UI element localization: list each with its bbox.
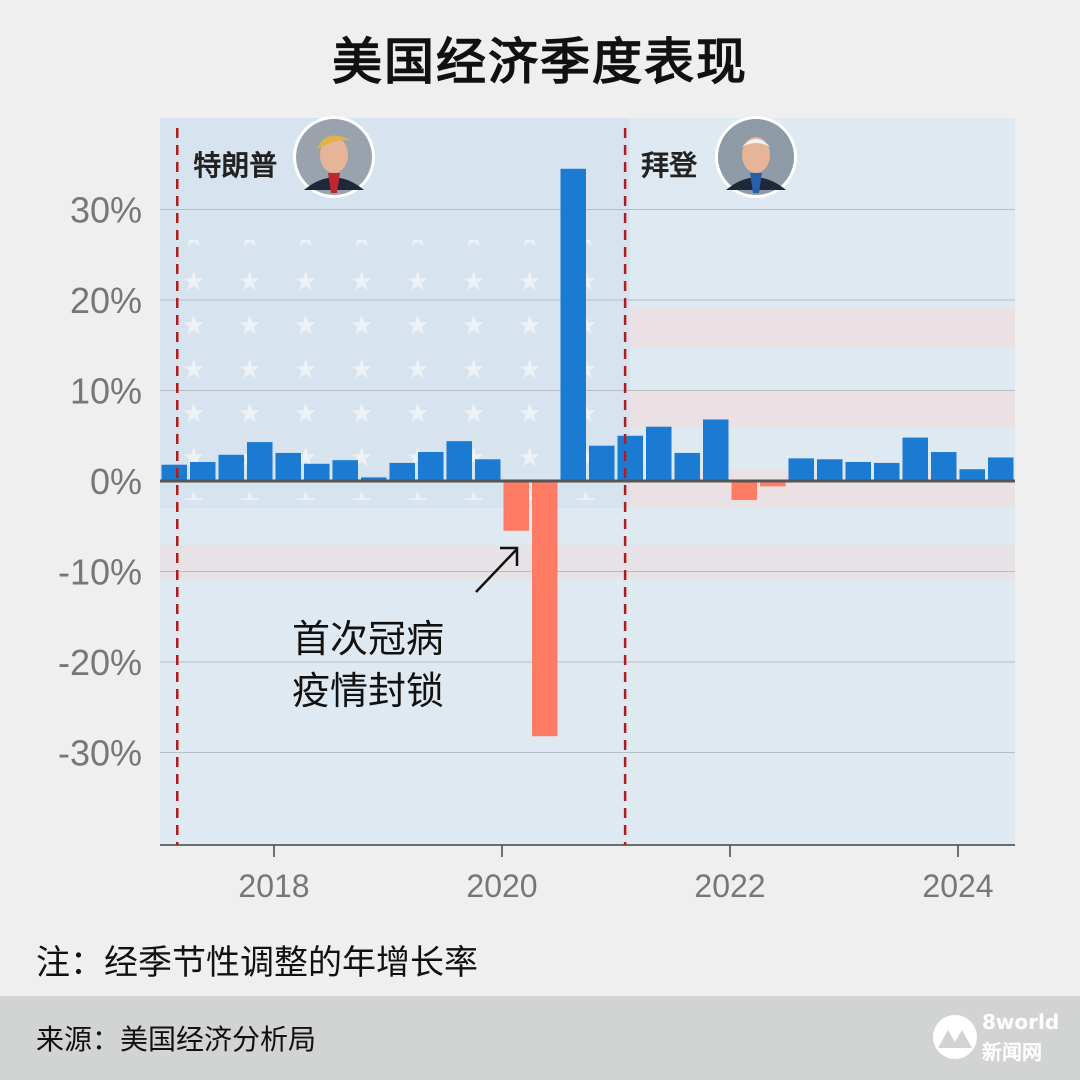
annotation: 首次冠病 疫情封锁 — [292, 546, 519, 713]
bar-2018Q4 — [361, 477, 387, 481]
bar-2019Q3 — [446, 441, 472, 481]
chart-note: 注：经季节性调整的年增长率 — [36, 943, 478, 983]
president-portraits — [293, 116, 797, 198]
bar-2017Q3 — [218, 454, 244, 481]
y-tick-label: 10% — [70, 371, 142, 412]
president-label: 拜登 — [641, 149, 698, 182]
footer: 来源：美国经济分析局 8world 新闻网 — [0, 996, 1080, 1080]
trump-portrait — [293, 116, 375, 198]
annotation-line2: 疫情封锁 — [292, 669, 444, 713]
y-tick-label: -30% — [58, 733, 142, 774]
bar-2017Q4 — [247, 442, 273, 481]
bar-2020Q2 — [532, 481, 558, 737]
logo-text-en: 8world — [982, 1010, 1060, 1034]
8world-logo: 8world 新闻网 — [932, 1010, 1062, 1066]
bar-2021Q1 — [617, 435, 643, 481]
bar-2022Q1 — [731, 481, 757, 501]
bar-2021Q3 — [674, 452, 700, 481]
y-tick-label: -10% — [58, 552, 142, 593]
y-tick-label: 0% — [90, 461, 142, 502]
annotation-line1: 首次冠病 — [292, 617, 444, 661]
annotation-arrow — [475, 546, 519, 593]
x-tick-label: 2022 — [694, 868, 765, 904]
logo-mountain-icon — [933, 1015, 977, 1059]
logo-text-cn: 新闻网 — [982, 1040, 1042, 1064]
y-tick-label: 20% — [70, 280, 142, 321]
x-tick-label: 2024 — [922, 868, 993, 904]
y-tick-label: 30% — [70, 190, 142, 231]
bar-2022Q2 — [760, 481, 786, 487]
bar-2022Q3 — [788, 458, 814, 481]
bar-2024Q2 — [988, 457, 1014, 481]
president-dividers: 特朗普 拜登 — [176, 128, 698, 845]
bar-2019Q2 — [418, 452, 444, 481]
bar-2019Q1 — [389, 462, 415, 481]
president-label: 特朗普 — [193, 149, 277, 182]
bar-2023Q3 — [902, 437, 928, 481]
bar-2023Q1 — [845, 461, 871, 481]
bar-2020Q1 — [503, 481, 529, 531]
bar-2021Q2 — [646, 426, 672, 481]
x-axis-ticks: 2018 2020 2022 2024 — [160, 844, 1015, 904]
chart-title: 美国经济季度表现 — [332, 33, 748, 91]
x-tick-label: 2018 — [238, 868, 309, 904]
x-tick-label: 2020 — [466, 868, 537, 904]
bar-2022Q4 — [817, 459, 843, 481]
bar-2023Q2 — [874, 462, 900, 481]
bar-2017Q2 — [190, 461, 216, 481]
bars — [160, 168, 1015, 737]
bar-2018Q3 — [332, 460, 358, 481]
gridlines — [160, 209, 1015, 753]
bar-2018Q1 — [275, 452, 301, 481]
bar-2024Q1 — [959, 469, 985, 481]
gdp-bar-chart: ★ 30%20%10%0%-10%-20%-30% 20182020202220… — [58, 116, 1015, 904]
bar-2020Q4 — [589, 445, 615, 481]
biden-portrait — [715, 116, 797, 198]
bar-2017Q1 — [161, 464, 187, 481]
y-axis-ticks: 30% 20% 10% 0% -10% -20% -30% — [58, 190, 142, 774]
bar-2021Q4 — [703, 419, 729, 481]
bar-2023Q4 — [931, 452, 957, 481]
y-tick-label: -20% — [58, 642, 142, 683]
bar-2020Q3 — [560, 168, 586, 481]
source-text: 来源：美国经济分析局 — [36, 1023, 317, 1056]
bar-2019Q4 — [475, 459, 501, 481]
bar-2018Q2 — [304, 463, 330, 481]
